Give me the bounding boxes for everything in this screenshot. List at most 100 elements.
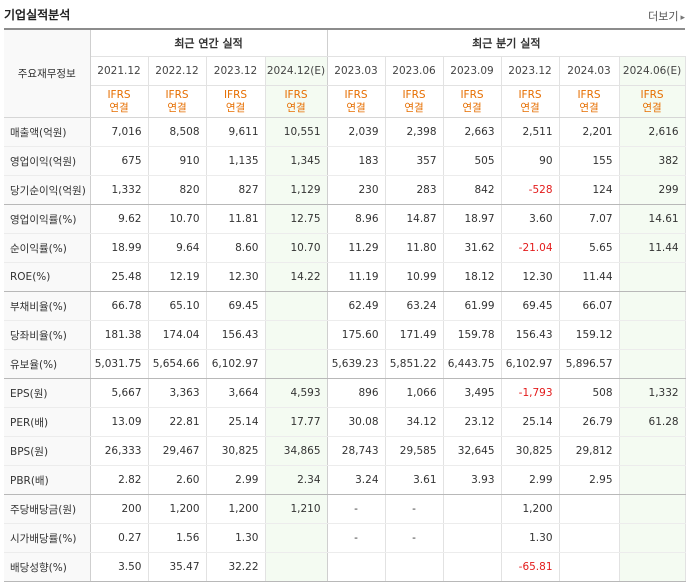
table-cell: 29,585: [385, 436, 444, 466]
table-cell: [619, 523, 686, 553]
table-cell: 65.10: [148, 291, 207, 321]
table-cell: 14.87: [385, 204, 444, 234]
table-cell: 10.70: [265, 233, 328, 263]
table-cell: 283: [385, 175, 444, 205]
row-label: EPS(원): [4, 378, 91, 408]
row-label: 주당배당금(원): [4, 494, 91, 524]
table-cell: 156.43: [206, 320, 266, 350]
table-cell: 10.99: [385, 262, 444, 292]
standard-header: IFRS 연결: [443, 85, 502, 118]
row-label: 부채비율(%): [4, 291, 91, 321]
table-cell: 32,645: [443, 436, 502, 466]
table-cell: 2,511: [501, 117, 560, 147]
table-cell: -: [327, 494, 386, 524]
table-cell: 299: [619, 175, 686, 205]
standard-line2: 연결: [520, 101, 540, 114]
table-cell: 6,102.97: [206, 349, 266, 379]
table-cell: -1,793: [501, 378, 560, 408]
table-row: 당좌비율(%) 181.38 174.04 156.43 175.60 171.49 159…: [4, 320, 686, 350]
standard-line1: IFRS: [223, 88, 248, 101]
group-quarter: 최근 분기 실적: [327, 28, 686, 57]
group-annual: 최근 연간 실적: [90, 28, 328, 57]
row-label: PBR(배): [4, 465, 91, 495]
row-label: ROE(%): [4, 262, 91, 292]
table-cell: 26.79: [559, 407, 620, 437]
table-cell: 18.97: [443, 204, 502, 234]
table-cell: 34,865: [265, 436, 328, 466]
standard-line2: 연결: [579, 101, 599, 114]
standard-header: IFRS 연결: [385, 85, 444, 118]
table-cell: 1,210: [265, 494, 328, 524]
table-cell: 9.64: [148, 233, 207, 263]
table-cell: 66.07: [559, 291, 620, 321]
table-cell: 896: [327, 378, 386, 408]
table-cell: -528: [501, 175, 560, 205]
standard-line2: 연결: [167, 101, 187, 114]
standard-header: IFRS 연결: [148, 85, 207, 118]
table-cell: 3.50: [90, 552, 149, 582]
table-cell: 382: [619, 146, 686, 176]
table-cell: 9,611: [206, 117, 266, 147]
table-cell: 61.28: [619, 407, 686, 437]
table-cell: 156.43: [501, 320, 560, 350]
table-cell: 2,616: [619, 117, 686, 147]
standard-line2: 연결: [346, 101, 366, 114]
standard-line1: IFRS: [165, 88, 189, 101]
period-header: 2024.12(E): [265, 56, 328, 86]
table-cell: 8.96: [327, 204, 386, 234]
table-cell: 1.30: [206, 523, 266, 553]
table-cell: -21.04: [501, 233, 560, 263]
table-cell: 5,654.66: [148, 349, 207, 379]
table-cell: 5,031.75: [90, 349, 149, 379]
table-cell: 3,664: [206, 378, 266, 408]
table-cell: 1,066: [385, 378, 444, 408]
table-cell: 1,200: [206, 494, 266, 524]
period-header: 2024.06(E): [619, 56, 686, 86]
table-row: 순이익률(%) 18.99 9.64 8.60 10.70 11.29 11.80 31.62…: [4, 233, 686, 263]
table-cell: 1,332: [619, 378, 686, 408]
table-cell: 1.30: [501, 523, 560, 553]
table-row: EPS(원) 5,667 3,363 3,664 4,593 896 1,066 3,495-…: [4, 378, 686, 408]
standard-line1: IFRS: [284, 88, 308, 101]
table-cell: 124: [559, 175, 620, 205]
row-label: 유보율(%): [4, 349, 91, 379]
table-cell: 2.60: [148, 465, 207, 495]
chevron-right-icon: ▸: [680, 13, 685, 23]
table-cell: 12.30: [501, 262, 560, 292]
table-cell: 3.60: [501, 204, 560, 234]
table-cell: [265, 552, 328, 582]
table-cell: [443, 552, 502, 582]
row-label: 당기순이익(억원): [4, 175, 91, 205]
standard-header: IFRS 연결: [265, 85, 328, 118]
standard-line1: IFRS: [577, 88, 601, 101]
table-cell: 31.62: [443, 233, 502, 263]
table-cell: 66.78: [90, 291, 149, 321]
standard-header: IFRS 연결: [501, 85, 560, 118]
standard-line2: 연결: [462, 101, 482, 114]
table-cell: 12.30: [206, 262, 266, 292]
period-header: 2023.03: [327, 56, 386, 86]
table-cell: 11.44: [619, 233, 686, 263]
more-link[interactable]: 더보기 ▸: [648, 8, 685, 24]
table-cell: [619, 349, 686, 379]
row-label: PER(배): [4, 407, 91, 437]
table-cell: 18.99: [90, 233, 149, 263]
table-cell: [619, 436, 686, 466]
table-cell: 1,200: [148, 494, 207, 524]
table-cell: 23.12: [443, 407, 502, 437]
table-cell: 2.95: [559, 465, 620, 495]
table-cell: [265, 320, 328, 350]
table-cell: 1,135: [206, 146, 266, 176]
table-cell: 2,201: [559, 117, 620, 147]
table-cell: 29,467: [148, 436, 207, 466]
row-label: 당좌비율(%): [4, 320, 91, 350]
financial-table: 주요재무정보 최근 연간 실적 최근 분기 실적 2021.12 2022.12 2…: [4, 28, 686, 582]
table-cell: 69.45: [206, 291, 266, 321]
table-cell: 26,333: [90, 436, 149, 466]
table-cell: 32.22: [206, 552, 266, 582]
period-header: 2022.12: [148, 56, 207, 86]
table-cell: 6,443.75: [443, 349, 502, 379]
table-row: 영업이익률(%) 9.62 10.70 11.81 12.75 8.96 14.87 18.9…: [4, 204, 686, 234]
table-cell: 2.99: [206, 465, 266, 495]
table-cell: 14.61: [619, 204, 686, 234]
